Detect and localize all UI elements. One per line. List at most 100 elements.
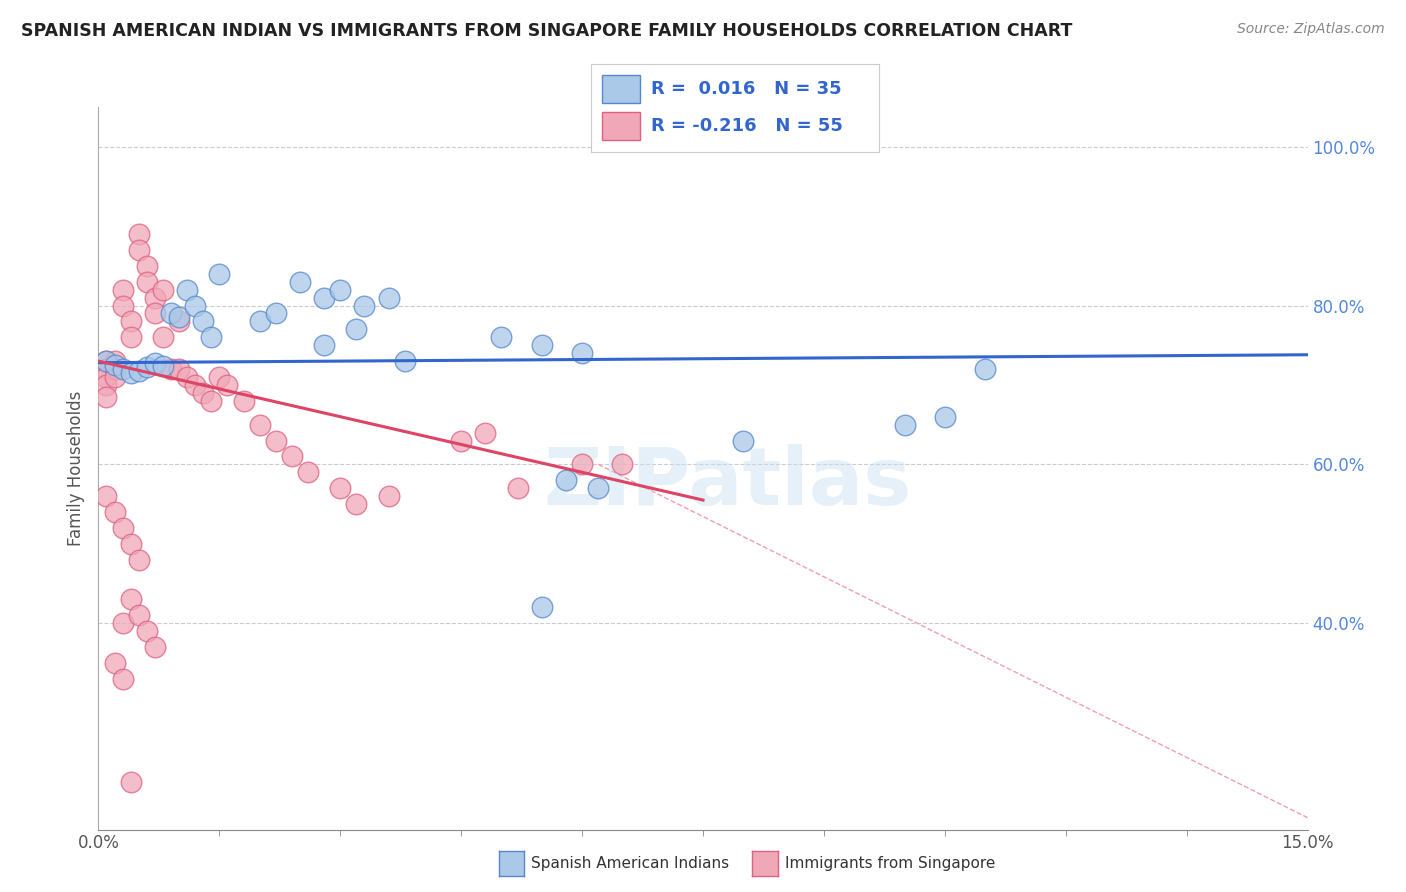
Bar bbox=[602, 75, 640, 103]
Point bbox=[184, 299, 207, 313]
Point bbox=[329, 283, 352, 297]
Point bbox=[264, 306, 287, 320]
Point bbox=[120, 330, 142, 344]
Point bbox=[200, 393, 222, 408]
Point bbox=[491, 330, 513, 344]
Point bbox=[288, 275, 311, 289]
Point bbox=[530, 600, 553, 615]
Point bbox=[128, 227, 150, 241]
Point bbox=[176, 283, 198, 297]
Point bbox=[143, 291, 166, 305]
Point bbox=[184, 378, 207, 392]
Point bbox=[893, 417, 915, 432]
Text: Source: ZipAtlas.com: Source: ZipAtlas.com bbox=[1237, 22, 1385, 37]
Point bbox=[200, 330, 222, 344]
Point bbox=[329, 481, 352, 495]
Point bbox=[96, 378, 118, 392]
Point bbox=[96, 370, 118, 384]
Point bbox=[96, 362, 118, 376]
Point bbox=[249, 314, 271, 328]
Point bbox=[193, 314, 215, 328]
Point bbox=[530, 338, 553, 352]
Point bbox=[314, 338, 336, 352]
Point bbox=[208, 370, 231, 384]
Point bbox=[96, 354, 118, 368]
Point bbox=[103, 358, 125, 372]
Point bbox=[135, 624, 157, 638]
Point bbox=[974, 362, 997, 376]
Point bbox=[232, 393, 254, 408]
Point bbox=[377, 489, 399, 503]
Text: Spanish American Indians: Spanish American Indians bbox=[531, 856, 730, 871]
Point bbox=[143, 356, 166, 370]
Point bbox=[103, 505, 125, 519]
Point bbox=[128, 608, 150, 623]
Point bbox=[344, 322, 367, 336]
Point bbox=[555, 473, 578, 487]
Point bbox=[612, 458, 634, 472]
Point bbox=[167, 314, 190, 328]
Point bbox=[217, 378, 239, 392]
Point bbox=[314, 291, 336, 305]
Point bbox=[344, 497, 367, 511]
Point bbox=[120, 775, 142, 789]
Point bbox=[474, 425, 496, 440]
Text: Immigrants from Singapore: Immigrants from Singapore bbox=[785, 856, 995, 871]
Point bbox=[135, 259, 157, 273]
Point bbox=[128, 243, 150, 257]
Point bbox=[111, 616, 134, 631]
Point bbox=[297, 465, 319, 479]
Point bbox=[111, 362, 134, 376]
Point bbox=[135, 360, 157, 375]
Point bbox=[176, 370, 198, 384]
Point bbox=[586, 481, 609, 495]
Point bbox=[377, 291, 399, 305]
Point bbox=[111, 672, 134, 686]
Point bbox=[111, 299, 134, 313]
Point bbox=[506, 481, 529, 495]
Point bbox=[111, 521, 134, 535]
Point bbox=[135, 275, 157, 289]
Point bbox=[167, 362, 190, 376]
Point bbox=[571, 346, 593, 360]
Point bbox=[120, 366, 142, 380]
Y-axis label: Family Households: Family Households bbox=[66, 391, 84, 546]
Point bbox=[152, 330, 174, 344]
Point bbox=[934, 409, 956, 424]
Point bbox=[450, 434, 472, 448]
Point bbox=[103, 354, 125, 368]
Point bbox=[152, 283, 174, 297]
Point bbox=[103, 362, 125, 376]
Point bbox=[120, 314, 142, 328]
Point bbox=[120, 592, 142, 607]
Point bbox=[143, 306, 166, 320]
Bar bbox=[602, 112, 640, 140]
Point bbox=[249, 417, 271, 432]
Point bbox=[394, 354, 416, 368]
Point bbox=[733, 434, 755, 448]
Point bbox=[167, 310, 190, 325]
Text: SPANISH AMERICAN INDIAN VS IMMIGRANTS FROM SINGAPORE FAMILY HOUSEHOLDS CORRELATI: SPANISH AMERICAN INDIAN VS IMMIGRANTS FR… bbox=[21, 22, 1073, 40]
Text: R =  0.016   N = 35: R = 0.016 N = 35 bbox=[651, 79, 842, 98]
Text: R = -0.216   N = 55: R = -0.216 N = 55 bbox=[651, 117, 844, 136]
Point bbox=[128, 364, 150, 378]
Point bbox=[160, 362, 183, 376]
Point bbox=[571, 458, 593, 472]
Text: ZIPatlas: ZIPatlas bbox=[543, 443, 911, 522]
Point bbox=[111, 283, 134, 297]
Point bbox=[96, 390, 118, 404]
Point bbox=[120, 537, 142, 551]
Point bbox=[103, 370, 125, 384]
Point bbox=[264, 434, 287, 448]
Point bbox=[96, 354, 118, 368]
Point bbox=[208, 267, 231, 281]
Point bbox=[96, 489, 118, 503]
Point bbox=[152, 359, 174, 373]
Point bbox=[160, 306, 183, 320]
Point bbox=[281, 450, 304, 464]
Point bbox=[128, 552, 150, 566]
Point bbox=[353, 299, 375, 313]
Point bbox=[103, 656, 125, 670]
Point bbox=[143, 640, 166, 654]
Point bbox=[193, 385, 215, 400]
